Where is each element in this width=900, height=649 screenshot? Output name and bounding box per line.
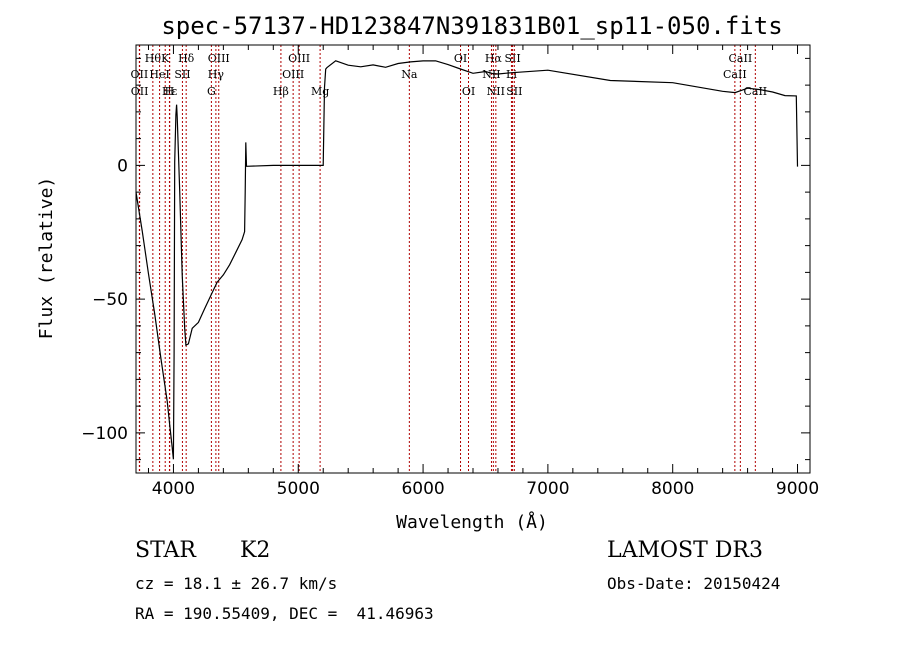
line-marker-label-6: Hα xyxy=(485,52,503,65)
y-tick-label-0: −100 xyxy=(81,424,128,444)
line-marker-label-3: OIII xyxy=(208,52,230,65)
line-marker-label-14: Na xyxy=(401,68,418,81)
redshift-velocity: cz = 18.1 ± 26.7 km/s xyxy=(135,574,338,593)
line-marker-label-18: OII xyxy=(131,85,149,98)
line-marker-label-13: OIII xyxy=(282,68,304,81)
y-tick-label-2: 0 xyxy=(117,156,128,176)
x-tick-label-5: 9000 xyxy=(776,479,819,499)
observation-date: Obs-Date: 20150424 xyxy=(607,574,781,593)
line-marker-label-5: OI xyxy=(454,52,467,65)
plot-frame xyxy=(135,44,811,474)
survey-name: LAMOST DR3 xyxy=(607,538,763,563)
object-class: STAR xyxy=(135,538,196,563)
axes: 4000 5000 6000 7000 8000 9000 −100 −50 0 xyxy=(81,45,819,499)
line-marker-label-21: G xyxy=(207,85,216,98)
line-marker-label-26: SII xyxy=(506,85,522,98)
line-marker-label-0: Hθ xyxy=(145,52,162,65)
x-axis-label: Wavelength (Å) xyxy=(396,511,548,533)
x-tick-label-1: 5000 xyxy=(277,479,320,499)
object-subclass: K2 xyxy=(240,538,271,563)
line-marker-label-20: H xyxy=(165,85,175,98)
line-marker-label-16: Li xyxy=(506,68,517,81)
spectrum-series xyxy=(135,60,799,460)
x-tick-label-3: 7000 xyxy=(526,479,569,499)
line-marker-label-11: SII xyxy=(174,68,190,81)
x-tick-label-0: 4000 xyxy=(152,479,195,499)
line-marker-label-23: Mg xyxy=(311,85,329,98)
x-tick-label-2: 6000 xyxy=(401,479,444,499)
y-tick-label-1: −50 xyxy=(92,290,128,310)
line-marker-label-24: OI xyxy=(462,85,475,98)
coordinates: RA = 190.55409, DEC = 41.46963 xyxy=(135,604,434,623)
line-marker-label-25: NII xyxy=(487,85,505,98)
line-marker-label-27: CaII xyxy=(743,85,767,98)
line-marker-label-4: OIII xyxy=(288,52,310,65)
line-marker-label-12: Hγ xyxy=(208,68,225,81)
series-line-0 xyxy=(135,60,799,460)
y-axis-label: Flux (relative) xyxy=(36,177,57,340)
line-marker-label-7: SII xyxy=(504,52,520,65)
line-marker-label-1: K xyxy=(161,52,170,65)
chart-title: spec-57137-HD123847N391831B01_sp11-050.f… xyxy=(161,12,782,40)
x-tick-label-4: 8000 xyxy=(651,479,694,499)
line-marker-label-17: CaII xyxy=(723,68,747,81)
line-marker-label-19: Hε xyxy=(162,85,178,98)
line-marker-label-8: CaII xyxy=(729,52,753,65)
line-marker-label-10: HeI xyxy=(149,68,169,81)
line-marker-label-2: Hδ xyxy=(178,52,195,65)
line-marker-label-22: Hβ xyxy=(273,85,289,98)
